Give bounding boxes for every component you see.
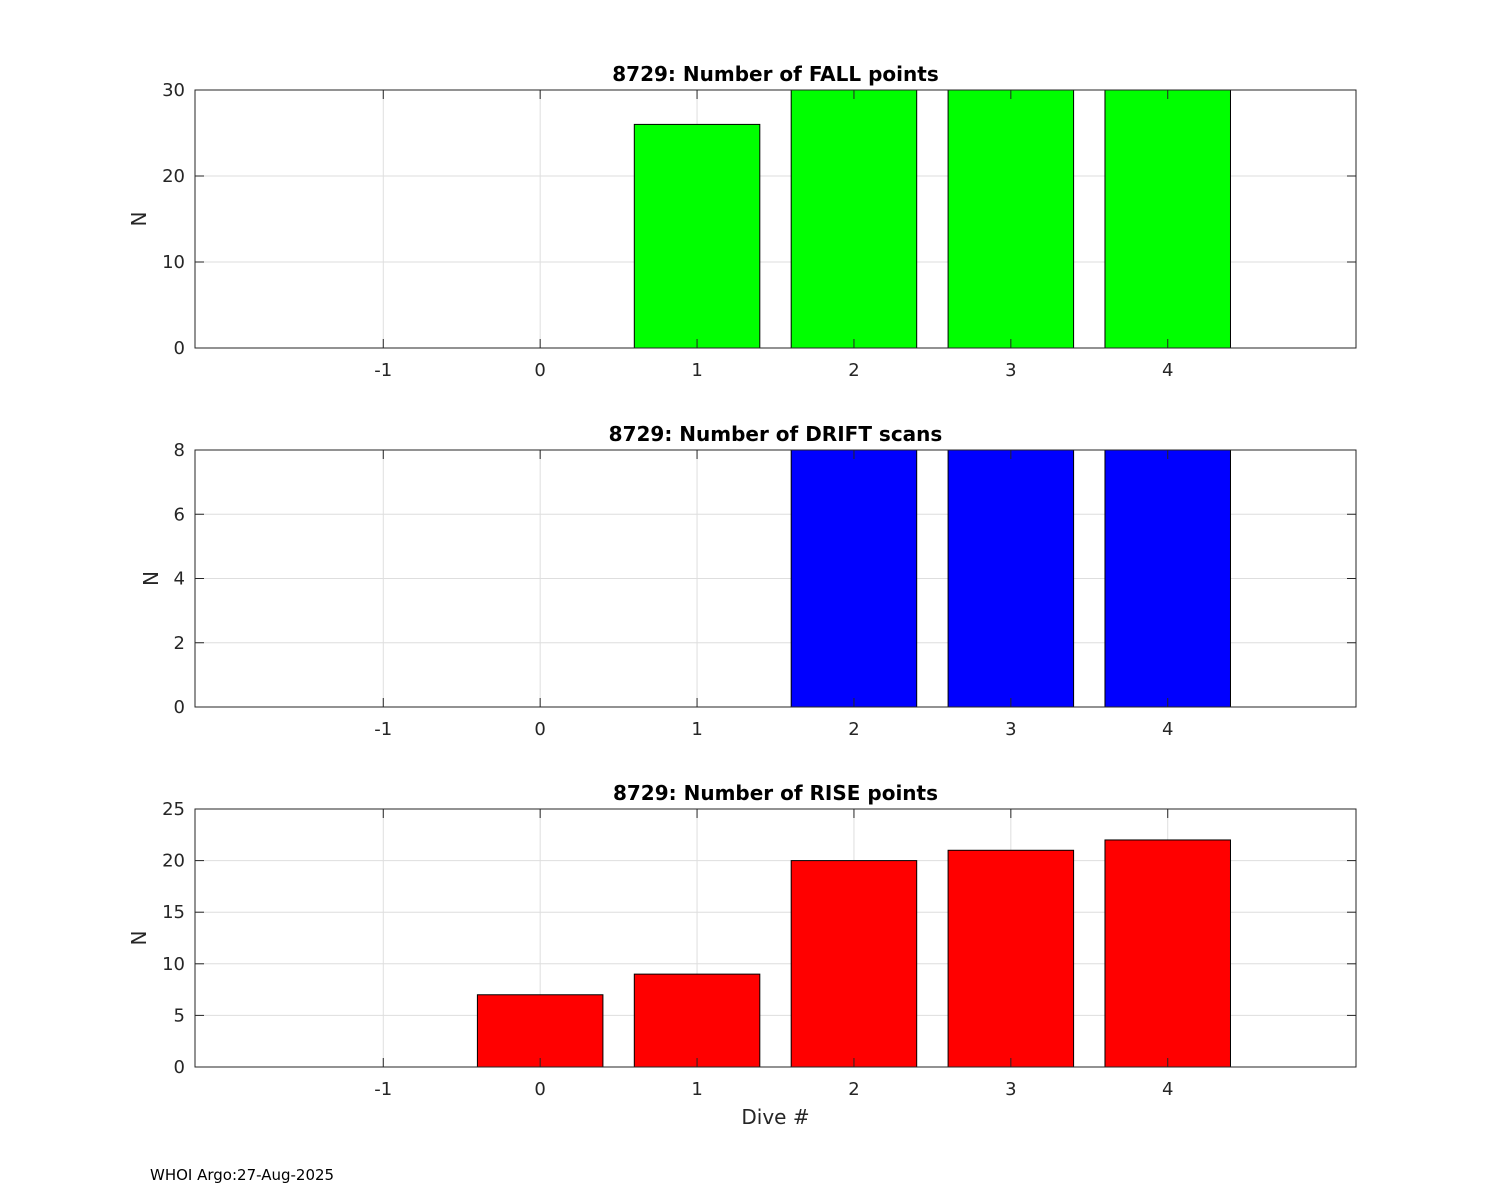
x-tick-label: 0: [534, 1079, 545, 1100]
x-tick-label: 4: [1162, 360, 1173, 381]
x-tick-label: 0: [534, 360, 545, 381]
y-tick-label: 30: [162, 80, 185, 101]
x-tick-label: 2: [848, 719, 859, 740]
x-tick-label: 3: [1005, 1079, 1016, 1100]
x-tick-label: 1: [691, 1079, 702, 1100]
bar-dive-1: [633, 123, 761, 349]
axes-box: [194, 808, 1357, 1068]
y-tick-label: 8: [174, 440, 185, 461]
x-tick-label: 2: [848, 1079, 859, 1100]
y-tick-label: 20: [162, 166, 185, 187]
bar-dive-1: [633, 973, 761, 1068]
x-tick-label: 4: [1162, 719, 1173, 740]
y-axis-label: N: [127, 212, 151, 227]
x-tick-label: 2: [848, 360, 859, 381]
footer-note: WHOI Argo:27-Aug-2025: [150, 1166, 335, 1184]
chart-title: 8729: Number of DRIFT scans: [609, 422, 943, 446]
bar-dive-2: [790, 89, 918, 349]
y-tick-label: 25: [162, 799, 185, 820]
bar-dive-3: [947, 849, 1075, 1068]
axes-box: [194, 89, 1357, 349]
y-tick-label: 4: [174, 569, 185, 590]
bar-dive-4: [1104, 839, 1231, 1068]
fall-points-panel: -1 0 1 2 3 4 0 10 20 30 8729: Number of FALL point…: [127, 62, 1357, 381]
x-tick-label: 0: [534, 719, 545, 740]
bar-dive-0: [476, 994, 604, 1068]
chart-title: 8729: Number of FALL points: [612, 62, 938, 86]
y-axis-label: N: [127, 931, 151, 946]
bar-dive-4: [1104, 89, 1231, 349]
x-axis-label: Dive #: [741, 1105, 809, 1129]
y-tick-label: 6: [174, 504, 185, 525]
y-tick-label: 5: [174, 1005, 185, 1026]
y-axis-label: N: [139, 571, 163, 586]
bar-dive-4: [1104, 449, 1231, 708]
chart-title: 8729: Number of RISE points: [613, 781, 938, 805]
y-tick-label: 20: [162, 851, 185, 872]
x-tick-label: 4: [1162, 1079, 1173, 1100]
y-tick-label: 15: [162, 902, 185, 923]
y-tick-label: 2: [174, 633, 185, 654]
bar-dive-3: [947, 89, 1075, 349]
y-tick-label: 0: [174, 697, 185, 718]
x-tick-label: 3: [1005, 360, 1016, 381]
y-tick-label: 0: [174, 1057, 185, 1078]
y-tick-label: 0: [174, 338, 185, 359]
y-tick-label: 10: [162, 252, 185, 273]
x-tick-label: -1: [374, 719, 392, 740]
x-tick-label: -1: [374, 1079, 392, 1100]
rise-points-panel: -1 0 1 2 3 4 0 5 10 15 20 25 8729: Number of RISE po…: [127, 781, 1357, 1129]
y-tick-label: 10: [162, 954, 185, 975]
bar-dive-2: [790, 860, 918, 1068]
bar-dive-3: [947, 449, 1075, 708]
x-tick-label: 1: [691, 719, 702, 740]
bar-dive-2: [790, 449, 918, 708]
x-tick-label: 1: [691, 360, 702, 381]
x-tick-label: 3: [1005, 719, 1016, 740]
x-tick-label: -1: [374, 360, 392, 381]
drift-scans-panel: -1 0 1 2 3 4 0 2 4 6 8 8729: Number of DRIFT scans N: [139, 422, 1357, 740]
